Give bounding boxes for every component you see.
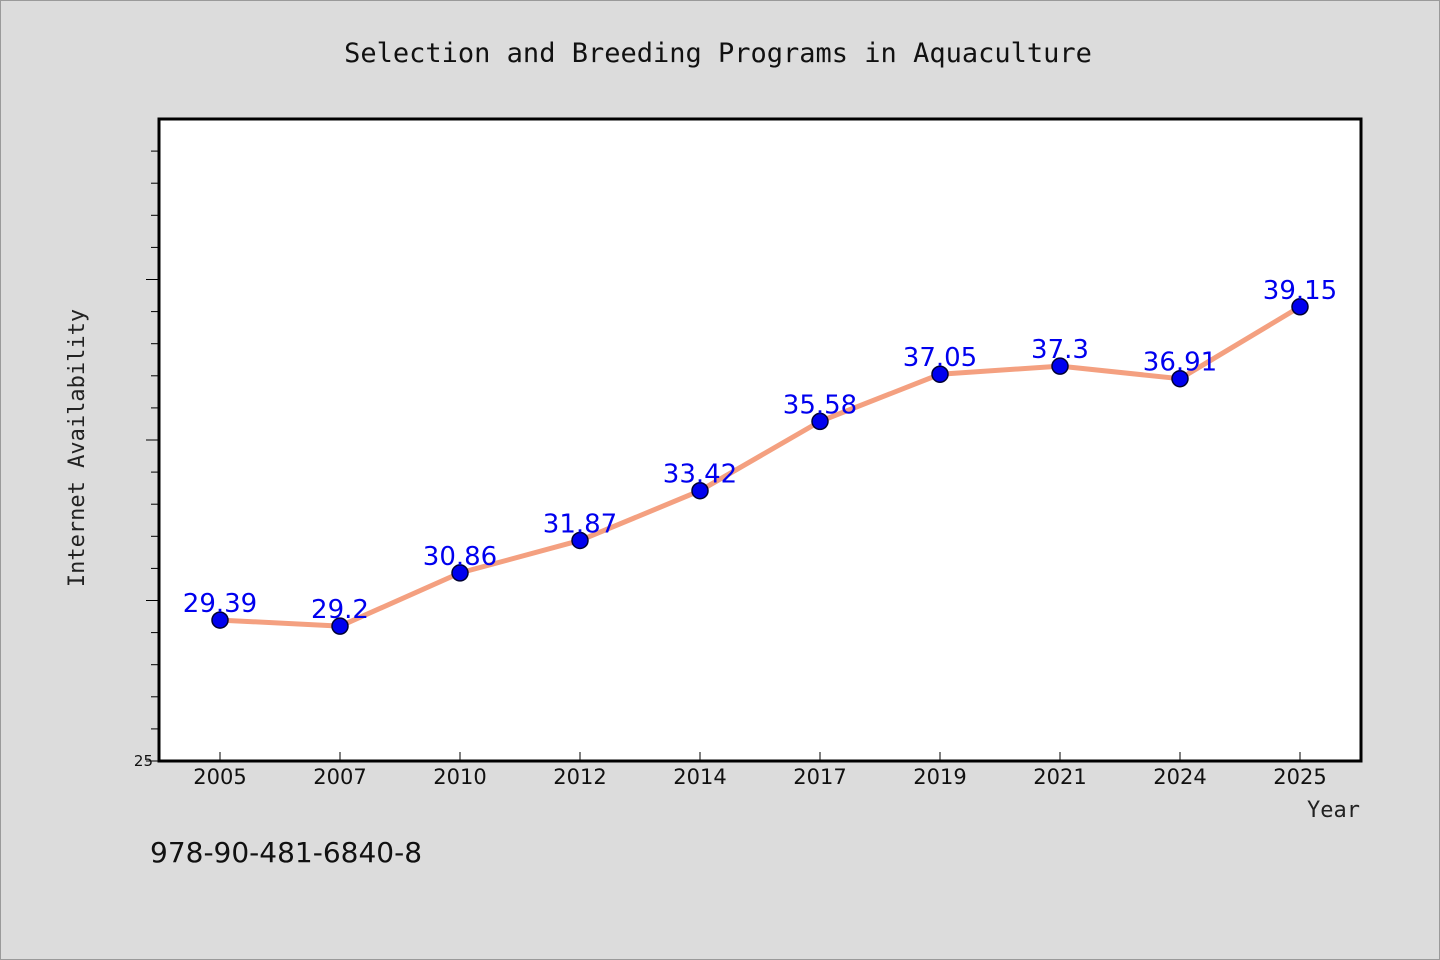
series-layer: 29.39 29.2 30.86 31.87 33.42 35.58 37.05 37.3 36… <box>183 276 1337 635</box>
data-point <box>1171 369 1189 388</box>
data-label: 37.05 <box>903 343 977 373</box>
plot-area <box>157 117 1363 763</box>
data-point <box>811 412 829 431</box>
x-tick-label: 2005 <box>193 765 246 789</box>
data-point <box>571 531 589 550</box>
y-tick-label: 25 <box>134 752 153 770</box>
data-label: 29.39 <box>183 589 257 619</box>
x-axis-label: Year <box>1307 798 1360 823</box>
data-point <box>1051 357 1069 375</box>
x-tick-label: 2024 <box>1153 765 1206 789</box>
data-point <box>691 481 709 500</box>
x-tick-label: 2019 <box>913 765 966 789</box>
data-label: 39.15 <box>1263 276 1337 306</box>
data-point <box>1291 298 1309 316</box>
x-tick-label: 2025 <box>1273 765 1326 789</box>
data-point <box>211 611 229 629</box>
series-line <box>217 304 1303 629</box>
data-point <box>331 617 349 635</box>
x-axis: 2005 2007 2010 2012 2014 2017 2019 2021 2024 2025 <box>193 752 1327 789</box>
data-point <box>451 564 469 582</box>
x-tick-label: 2010 <box>433 765 486 789</box>
x-tick-label: 2012 <box>553 765 606 789</box>
y-axis: 25 <box>134 150 159 770</box>
isbn-text: 978-90-481-6840-8 <box>150 836 422 869</box>
chart-title: Selection and Breeding Programs in Aquac… <box>344 38 1092 69</box>
data-label: 30.86 <box>423 542 497 572</box>
y-axis-label: Internet Availability <box>65 309 90 587</box>
x-tick-label: 2021 <box>1033 765 1086 789</box>
data-label: 37.3 <box>1031 335 1089 365</box>
data-label: 33.42 <box>663 460 737 490</box>
x-tick-label: 2007 <box>313 765 366 789</box>
data-label: 36.91 <box>1143 348 1217 378</box>
data-label: 29.2 <box>311 595 369 625</box>
x-tick-label: 2017 <box>793 765 846 789</box>
x-tick-label: 2014 <box>673 765 726 789</box>
data-label: 35.58 <box>783 390 857 420</box>
data-point <box>931 365 949 383</box>
data-label: 31.87 <box>543 509 617 539</box>
